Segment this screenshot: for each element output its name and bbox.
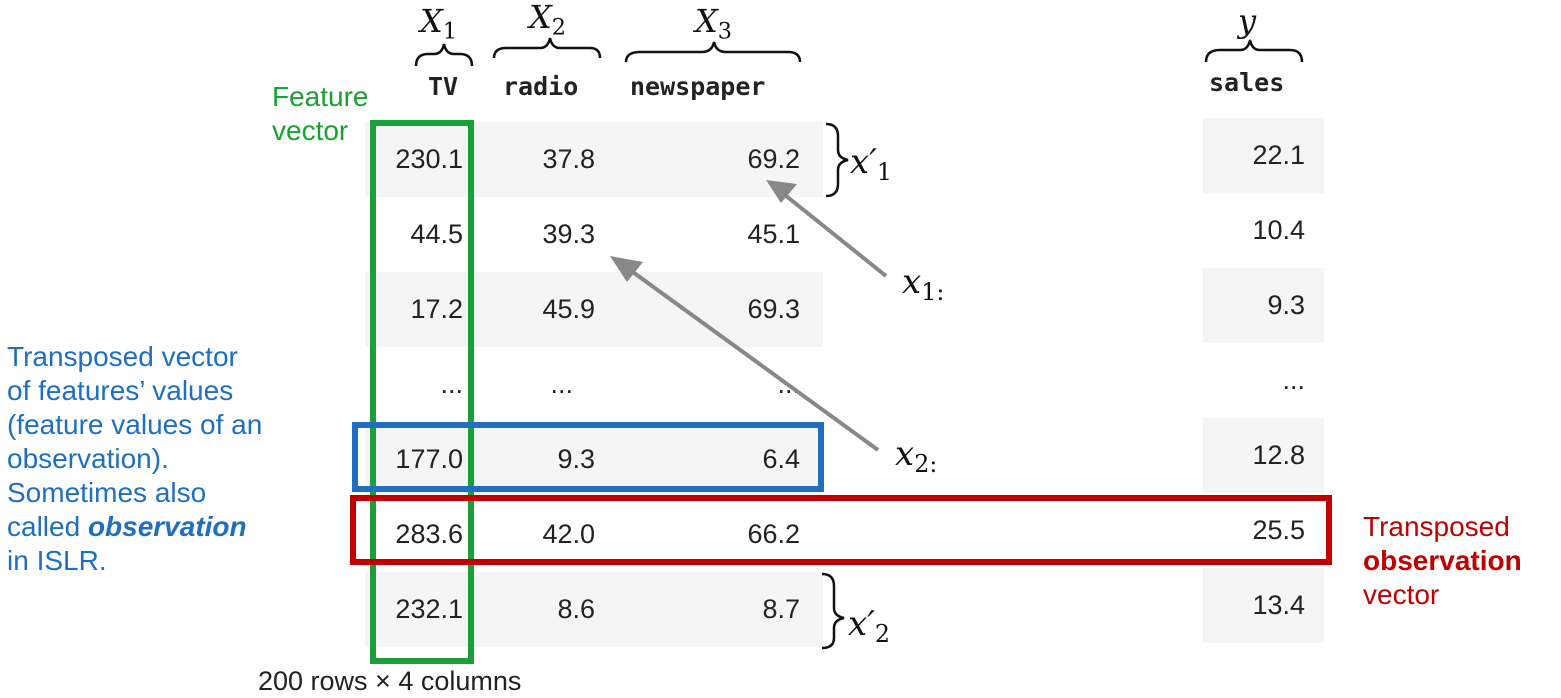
cell-sales-2: 10.4 <box>1252 215 1305 245</box>
header-tv: TV <box>428 72 459 101</box>
row-stripe-7 <box>365 572 823 647</box>
var-x1: X1 <box>420 2 458 45</box>
table-footer: 200 rows × 4 columns <box>258 666 522 696</box>
label-x-prime-2: x′2 <box>848 604 891 649</box>
cell-radio-5: 9.3 <box>557 444 595 474</box>
observation-vector-box <box>350 495 1332 565</box>
cell-radio-1: 37.8 <box>542 144 595 174</box>
brace-x-prime-1 <box>825 122 849 198</box>
cell-tv-1: 230.1 <box>395 144 463 174</box>
cell-newspaper-5: 6.4 <box>762 444 800 474</box>
cell-newspaper-6: 66.2 <box>747 519 800 549</box>
cell-sales-1: 22.1 <box>1252 140 1305 170</box>
label-x22: x2: <box>895 434 938 479</box>
cell-tv-4: ... <box>440 369 463 399</box>
brace-x3 <box>624 41 802 63</box>
arrow-x13-head <box>766 180 797 203</box>
label-x-prime-1: x′1 <box>850 142 893 187</box>
transposed-features-line4: observation). <box>7 443 169 474</box>
transposed-features-line1: Transposed vector <box>7 341 238 372</box>
transposed-features-line2: of features’ values <box>7 375 234 406</box>
cell-sales-5: 12.8 <box>1252 440 1305 470</box>
sales-stripe-3 <box>1203 268 1324 343</box>
cell-radio-6: 42.0 <box>542 519 595 549</box>
cell-radio-2: 39.3 <box>542 219 595 249</box>
transposed-observation-line3: vector <box>1363 579 1440 610</box>
transposed-observation-note: Transposed observation vector <box>1363 510 1522 612</box>
transposed-features-line3: (feature values of an <box>7 409 263 440</box>
sales-stripe-1 <box>1203 118 1324 193</box>
transposed-features-line6: called observation <box>7 510 262 544</box>
transposed-features-line7: in ISLR. <box>7 545 107 576</box>
cell-tv-6: 283.6 <box>395 519 463 549</box>
row-stripe-1 <box>365 122 823 197</box>
header-newspaper: newspaper <box>630 72 766 101</box>
arrow-x22-head <box>610 256 643 282</box>
var-x3: X3 <box>695 2 733 45</box>
transposed-observation-line1: Transposed <box>1363 511 1510 542</box>
brace-x1 <box>414 43 474 67</box>
cell-sales-7: 13.4 <box>1252 590 1305 620</box>
row-stripe-5 <box>365 422 823 497</box>
sales-stripe-5 <box>1203 418 1324 493</box>
transposed-features-note: Transposed vector of features’ values (f… <box>7 340 262 578</box>
cell-tv-3: 17.2 <box>410 294 463 324</box>
row-stripe-3 <box>365 272 823 347</box>
brace-y <box>1204 39 1304 63</box>
feature-vector-line1: Feature <box>272 81 369 112</box>
cell-tv-2: 44.5 <box>410 219 463 249</box>
cell-radio-3: 45.9 <box>542 294 595 324</box>
cell-tv-5: 177.0 <box>395 444 463 474</box>
sales-stripe-7 <box>1203 568 1324 643</box>
cell-tv-7: 232.1 <box>395 594 463 624</box>
transposed-features-line5: Sometimes also <box>7 477 207 508</box>
brace-x-prime-2 <box>821 572 845 650</box>
arrow-x13-line <box>783 193 888 278</box>
cell-newspaper-2: 45.1 <box>747 219 800 249</box>
cell-sales-3: 9.3 <box>1267 290 1305 320</box>
cell-newspaper-1: 69.2 <box>747 144 800 174</box>
label-x13: x1: <box>902 262 945 307</box>
cell-newspaper-7: 8.7 <box>762 594 800 624</box>
cell-sales-4: ... <box>1282 365 1305 395</box>
feature-vector-label: Feature vector <box>272 80 369 148</box>
observation-features-box <box>352 422 824 492</box>
called-prefix: called <box>7 511 88 542</box>
observation-emphasis: observation <box>87 511 247 542</box>
header-radio: radio <box>503 72 579 101</box>
var-x2: X2 <box>529 0 567 41</box>
feature-vector-box <box>370 120 474 664</box>
cell-radio-4: ... <box>550 369 573 399</box>
cell-newspaper-3: 69.3 <box>747 294 800 324</box>
var-y: y <box>1238 2 1257 40</box>
arrow-x22-line <box>628 268 880 452</box>
transposed-observation-line2: observation <box>1363 545 1522 576</box>
cell-radio-7: 8.6 <box>557 594 595 624</box>
header-sales: sales <box>1209 68 1285 97</box>
cell-sales-6: 25.5 <box>1252 515 1305 545</box>
feature-vector-line2: vector <box>272 115 349 146</box>
brace-x2 <box>492 37 602 59</box>
